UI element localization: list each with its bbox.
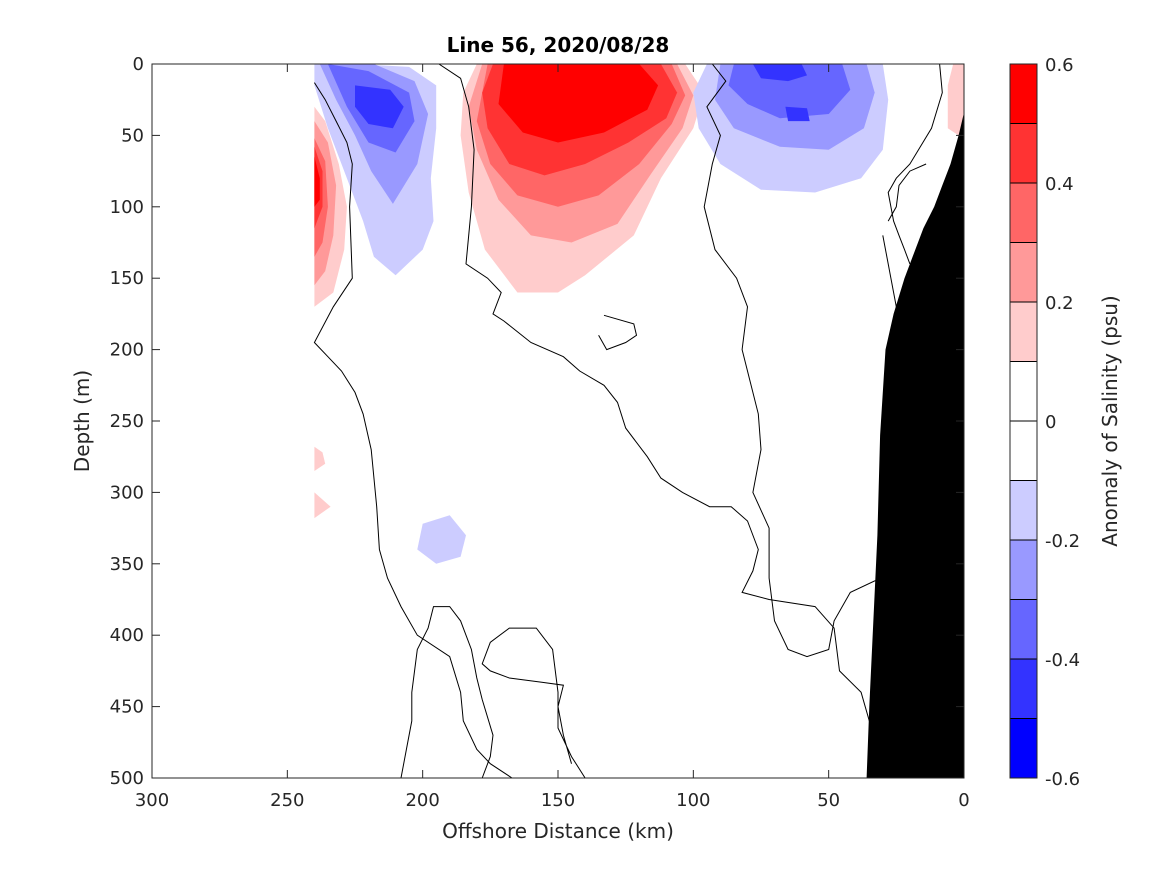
contour-fill [785, 106, 810, 122]
contour-line [598, 314, 638, 351]
y-tick-label: 100 [110, 197, 144, 218]
contour-line [887, 163, 927, 222]
colorbar-frame [1009, 63, 1038, 779]
colorbar-swatch [1010, 540, 1037, 600]
contour-fill [355, 85, 404, 129]
colorbar-tick-label: 0.6 [1045, 55, 1074, 76]
colorbar-label: Anomaly of Salinity (psu) [1098, 295, 1122, 546]
contour-fill [314, 446, 326, 471]
x-tick-label: 300 [135, 790, 169, 811]
contour-line [438, 64, 900, 778]
colorbar-tick-label: 0 [1045, 412, 1056, 433]
contour-fill [417, 515, 466, 564]
colorbar-tick-label: -0.2 [1045, 531, 1080, 552]
contour-line [400, 606, 494, 778]
zero-contours [313, 64, 943, 778]
contour-fill [752, 64, 807, 82]
colorbar-swatch [1010, 480, 1037, 541]
x-tick-label: 200 [405, 790, 439, 811]
y-tick-label: 500 [110, 768, 144, 789]
colorbar-swatch [1010, 361, 1037, 422]
x-tick-label: 250 [270, 790, 304, 811]
x-tick-label: 50 [817, 790, 840, 811]
y-tick-label: 50 [121, 125, 144, 146]
contour-line [887, 64, 943, 265]
topography [866, 112, 964, 778]
chart-title: Line 56, 2020/08/28 [447, 33, 670, 57]
colorbar-swatch [1010, 242, 1037, 303]
contour-line [703, 64, 897, 658]
contour-fill [498, 64, 659, 143]
colorbar-tick-label: -0.4 [1045, 650, 1080, 671]
contour-fills [314, 64, 964, 564]
y-axis-label: Depth (m) [70, 370, 94, 472]
colorbar-tick-label: 0.4 [1045, 174, 1074, 195]
colorbar: 0.6 0.4 0.2 0 -0.2 -0.4 -0.6 [1009, 55, 1080, 790]
x-axis: 300 250 200 150 100 50 0 [135, 64, 970, 811]
contour-fill [728, 64, 851, 119]
colorbar-swatch [1010, 599, 1037, 660]
colorbar-swatch [1010, 64, 1037, 124]
colorbar-swatch [1010, 659, 1037, 719]
x-tick-label: 150 [541, 790, 575, 811]
colorbar-swatch [1010, 421, 1037, 481]
contour-fill [314, 492, 331, 519]
plot-area [152, 64, 964, 778]
y-tick-label: 300 [110, 482, 144, 503]
contour-fill [314, 156, 320, 207]
y-tick-label: 350 [110, 554, 144, 575]
y-tick-label: 200 [110, 340, 144, 361]
colorbar-swatch [1010, 302, 1037, 362]
y-tick-label: 0 [133, 54, 144, 75]
colorbar-swatch [1010, 718, 1037, 779]
colorbar-tick-label: 0.2 [1045, 293, 1074, 314]
x-axis-label: Offshore Distance (km) [442, 819, 674, 843]
y-axis: 0 50 100 150 200 250 300 350 400 450 500 [110, 54, 964, 789]
colorbar-swatch [1010, 123, 1037, 184]
y-tick-label: 450 [110, 697, 144, 718]
y-tick-label: 150 [110, 268, 144, 289]
contour-line [481, 627, 586, 778]
y-tick-label: 250 [110, 411, 144, 432]
y-tick-label: 400 [110, 625, 144, 646]
colorbar-swatch [1010, 183, 1037, 243]
contour-fill [947, 64, 964, 136]
x-tick-label: 0 [958, 790, 969, 811]
x-tick-label: 100 [676, 790, 710, 811]
colorbar-tick-label: -0.6 [1045, 769, 1080, 790]
contour-line [313, 82, 513, 778]
